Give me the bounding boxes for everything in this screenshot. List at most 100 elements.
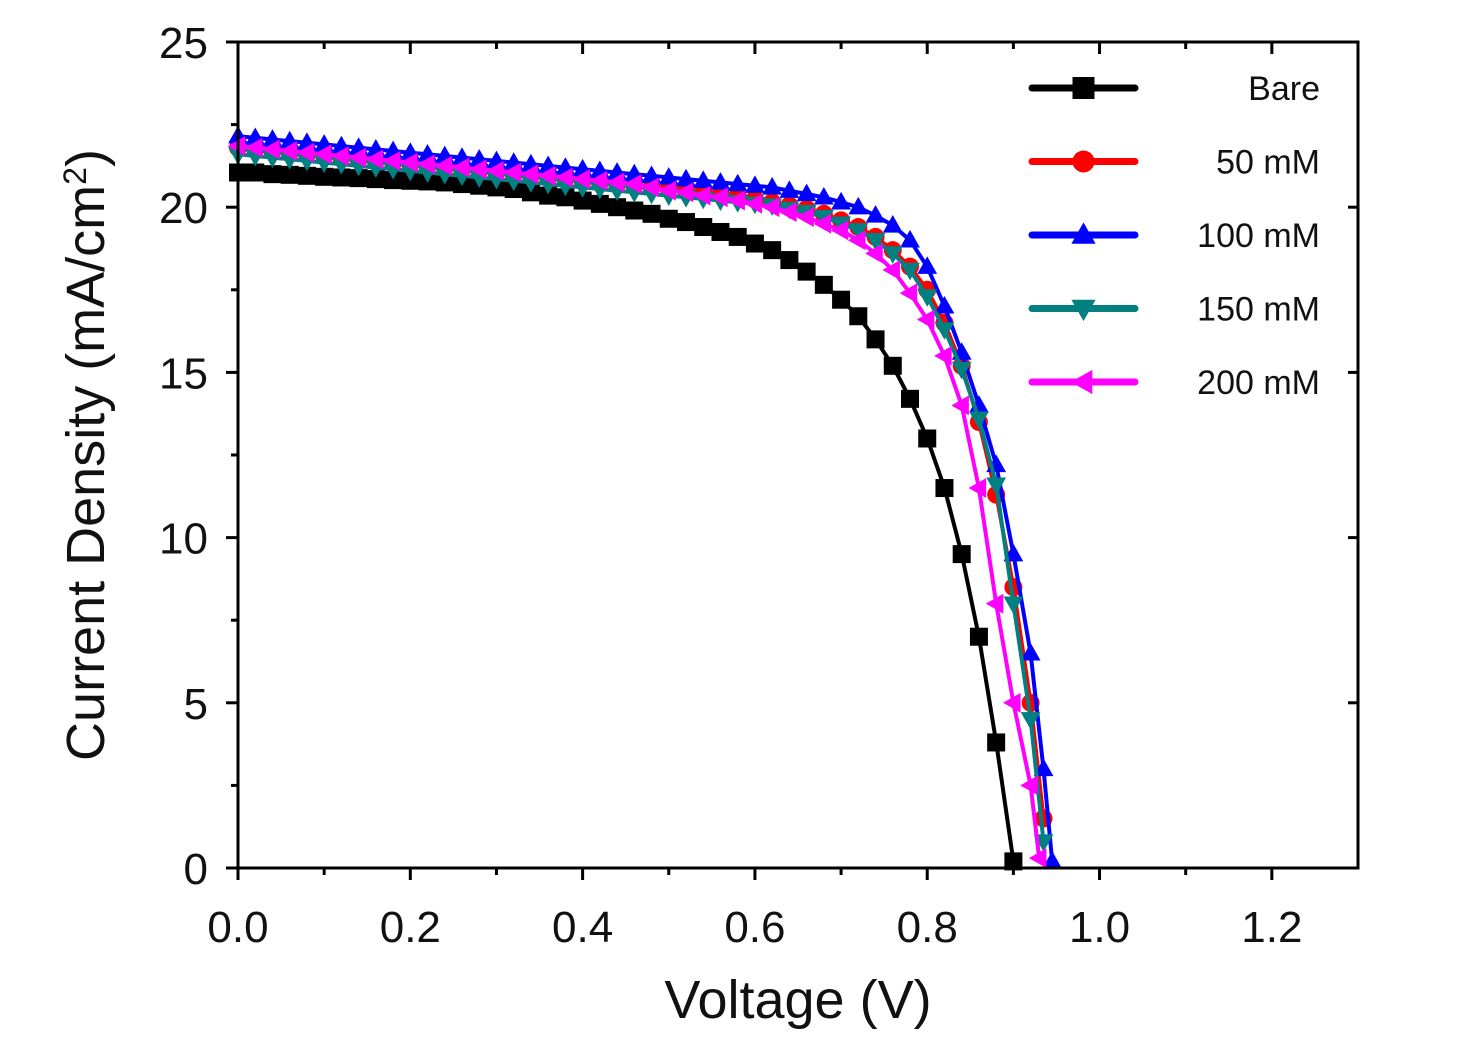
data-point <box>434 156 452 176</box>
data-point <box>451 157 470 178</box>
data-point <box>313 144 332 165</box>
data-point <box>951 395 969 416</box>
data-point <box>382 151 401 171</box>
data-point <box>882 260 900 280</box>
data-point <box>693 170 714 188</box>
data-point <box>694 218 713 237</box>
x-tick-label: 1.0 <box>1069 903 1130 952</box>
data-point <box>711 222 730 241</box>
data-point <box>727 190 745 211</box>
data-point <box>847 230 866 251</box>
legend-label: 150 mM <box>1197 291 1320 329</box>
data-point <box>625 201 644 220</box>
data-point <box>1042 851 1063 869</box>
y-axis-title-main: Current Density (mA/cm <box>56 185 116 761</box>
data-point <box>917 289 938 307</box>
data-point <box>830 220 849 241</box>
data-point <box>969 411 989 430</box>
data-point <box>227 136 246 156</box>
data-point <box>676 168 696 187</box>
data-point <box>641 177 659 198</box>
data-point <box>537 165 556 186</box>
data-point <box>866 330 885 349</box>
data-point <box>675 182 694 203</box>
x-tick-label: 0.4 <box>552 903 613 952</box>
data-point <box>539 186 558 205</box>
data-point <box>365 149 384 170</box>
y-tick-label: 0 <box>184 845 208 894</box>
legend-item: 100 mM <box>1028 217 1320 255</box>
series-line <box>237 134 1055 862</box>
data-point <box>761 197 780 218</box>
data-point <box>901 389 919 408</box>
data-point <box>831 191 851 210</box>
data-point <box>900 262 920 281</box>
data-point <box>244 137 263 158</box>
y-axis-title-close: ) <box>56 149 116 167</box>
legend-item: 200 mM <box>1028 364 1320 402</box>
legend-item: Bare <box>1028 70 1320 108</box>
series-line <box>237 145 1046 819</box>
data-point <box>468 159 487 180</box>
data-point <box>384 171 403 190</box>
data-point <box>951 361 972 380</box>
legend-marker <box>1071 222 1096 244</box>
legend-label: 50 mM <box>1216 144 1320 182</box>
data-point <box>486 160 504 181</box>
data-point <box>780 251 799 270</box>
data-point <box>813 186 834 205</box>
data-point <box>986 477 1007 496</box>
legend-marker <box>1071 299 1096 322</box>
data-point <box>779 180 800 198</box>
x-tick-label: 0.2 <box>380 903 441 952</box>
data-point <box>677 213 695 232</box>
ticks-layer: 0.0 0.2 0.4 0.6 0.8 1.0 1.2 0 5 10 15 20 25 <box>159 19 1358 952</box>
data-point <box>246 163 265 182</box>
data-point <box>1004 852 1023 871</box>
series-layer <box>227 125 1063 871</box>
data-point <box>658 180 676 201</box>
data-point <box>952 545 971 564</box>
data-point <box>349 169 368 188</box>
data-point <box>745 234 764 253</box>
data-point <box>899 283 918 304</box>
data-point <box>865 205 886 223</box>
data-point <box>865 233 886 251</box>
data-point <box>590 194 609 213</box>
data-point <box>762 177 783 195</box>
data-point <box>710 187 728 208</box>
data-point <box>658 167 679 185</box>
data-point <box>315 167 334 186</box>
data-point <box>744 193 763 214</box>
data-point <box>935 479 954 498</box>
data-point <box>865 243 883 264</box>
data-point <box>710 172 731 190</box>
data-point <box>641 165 662 184</box>
x-tick-label: 1.2 <box>1241 903 1302 952</box>
legend-label: Bare <box>1248 70 1320 108</box>
data-point <box>608 198 627 217</box>
data-point <box>745 175 765 193</box>
data-point <box>1020 642 1041 661</box>
data-point <box>848 196 869 215</box>
series-50-mm <box>229 138 1053 828</box>
data-point <box>934 345 952 366</box>
data-point <box>263 165 282 184</box>
data-point <box>918 429 937 448</box>
data-point <box>520 164 539 185</box>
data-point <box>848 223 869 241</box>
legend-item: 50 mM <box>1028 144 1320 182</box>
legend-item: 150 mM <box>1028 291 1320 329</box>
legend: Bare 50 mM 100 mM 150 mM 200 mM <box>1028 70 1320 402</box>
data-point <box>503 162 521 183</box>
series-100-mm <box>228 125 1063 869</box>
data-point <box>934 322 955 340</box>
data-point <box>882 215 903 233</box>
series-150-mm <box>228 147 1054 852</box>
data-point <box>727 173 748 192</box>
data-point <box>763 241 782 260</box>
data-point <box>985 593 1004 614</box>
data-point <box>573 191 592 210</box>
y-tick-label: 25 <box>159 19 208 68</box>
